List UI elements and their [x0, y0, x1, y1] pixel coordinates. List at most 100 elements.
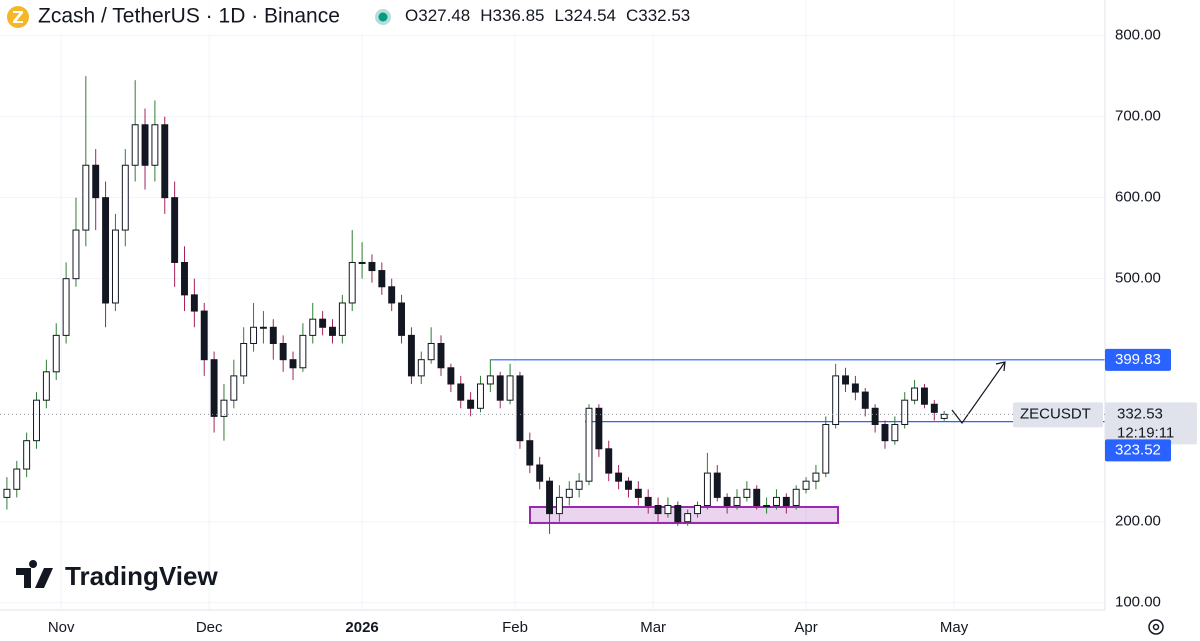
candle-body: [141, 124, 149, 166]
candle-body: [230, 375, 238, 401]
ohlc: O327.48 H336.85 L324.54 C332.53: [405, 6, 690, 25]
candle-body: [625, 480, 632, 490]
level-label-bg: [1105, 439, 1171, 462]
candles: [3, 76, 948, 534]
candle-body: [427, 342, 435, 361]
candle-body: [82, 164, 90, 231]
candle-body: [555, 496, 563, 515]
candle-body: [250, 326, 258, 344]
candle-body: [72, 229, 80, 280]
candle-body: [802, 480, 810, 490]
candle-body: [388, 286, 396, 304]
y-tick-label: 500.00: [1115, 270, 1161, 287]
candle-body: [812, 472, 820, 482]
ohlc-label: O: [405, 6, 418, 25]
candle-body: [368, 261, 376, 272]
candle-body: [703, 472, 711, 506]
candle-body: [121, 164, 129, 231]
candle-body: [654, 504, 662, 515]
header-bg: [0, 0, 700, 34]
ohlc-value: 327.48: [418, 6, 470, 25]
candle-body: [753, 488, 761, 506]
candle-body: [496, 375, 504, 401]
ohlc-label: L: [555, 6, 564, 25]
candle-body: [279, 342, 287, 361]
candle-body: [220, 399, 228, 417]
x-tick-label: May: [940, 619, 969, 636]
candle-body: [447, 367, 455, 385]
candle-body: [151, 124, 159, 166]
candle-body: [467, 399, 475, 409]
candle-body: [131, 124, 139, 166]
candle-body: [240, 342, 248, 377]
candle-body: [407, 334, 415, 377]
candle-body: [200, 310, 208, 361]
x-tick-label: Mar: [640, 619, 666, 636]
candle-body: [861, 391, 869, 409]
candle-body: [940, 413, 948, 419]
candle-body: [674, 504, 682, 523]
candle-body: [664, 504, 672, 515]
candle-body: [62, 278, 70, 336]
range-box: [529, 506, 839, 524]
candle-body: [289, 359, 297, 369]
x-tick-label: 2026: [345, 619, 378, 636]
settings-icon[interactable]: [1148, 619, 1164, 635]
x-tick-label: Apr: [794, 619, 817, 636]
candle-body: [842, 375, 849, 385]
ohlc-value: 336.85: [493, 6, 545, 25]
candle-body: [782, 496, 790, 506]
candle-body: [911, 387, 919, 401]
x-tick-label: Feb: [502, 619, 528, 636]
y-tick-label: 700.00: [1115, 108, 1161, 125]
candle-body: [210, 359, 218, 417]
status-dot: [378, 12, 388, 22]
candle-body: [13, 468, 21, 490]
candle-body: [565, 488, 573, 498]
candle-body: [358, 261, 366, 264]
settings-icon-center[interactable]: [1152, 623, 1160, 631]
candle-body: [684, 513, 692, 523]
candle-body: [792, 488, 800, 506]
candle-body: [516, 375, 524, 442]
candle-body: [102, 197, 110, 304]
candle-body: [437, 342, 445, 369]
candle-body: [546, 480, 554, 515]
y-tick-label: 100.00: [1115, 594, 1161, 611]
candle-body: [23, 440, 31, 470]
price-label: 332.53: [1117, 405, 1163, 422]
symbol-label-bg: [1013, 402, 1103, 428]
watermark: TradingView: [16, 560, 218, 591]
candle-body: [615, 472, 623, 482]
candle-body: [92, 164, 100, 199]
candle-body: [851, 383, 859, 393]
candle-body: [457, 383, 465, 401]
candle-body: [309, 318, 317, 336]
candle-body: [585, 407, 593, 482]
candle-body: [111, 229, 119, 304]
candle-body: [161, 124, 169, 199]
candle-body: [891, 423, 899, 442]
candle-body: [901, 399, 909, 425]
candle-body: [832, 375, 840, 425]
candle-body: [575, 480, 583, 490]
candle-body: [920, 387, 928, 405]
levels: [490, 359, 1105, 423]
candle-body: [644, 496, 652, 506]
candle-body: [822, 423, 830, 474]
ohlc-label: C: [626, 6, 638, 25]
candle-body: [190, 294, 198, 312]
candle-body: [526, 440, 534, 466]
candle-body: [299, 334, 307, 369]
countdown: 12:19:11: [1117, 424, 1174, 441]
candle-body: [733, 496, 741, 506]
price-label-bg: [1105, 402, 1197, 445]
level-label: 399.83: [1115, 351, 1161, 368]
candle-body: [723, 496, 731, 506]
candle-body: [477, 383, 484, 409]
candle-body: [181, 261, 188, 296]
candle-body: [773, 496, 780, 506]
y-tick-label: 600.00: [1115, 189, 1161, 206]
level-label-bg: [1105, 348, 1171, 371]
candle-body: [881, 423, 889, 442]
